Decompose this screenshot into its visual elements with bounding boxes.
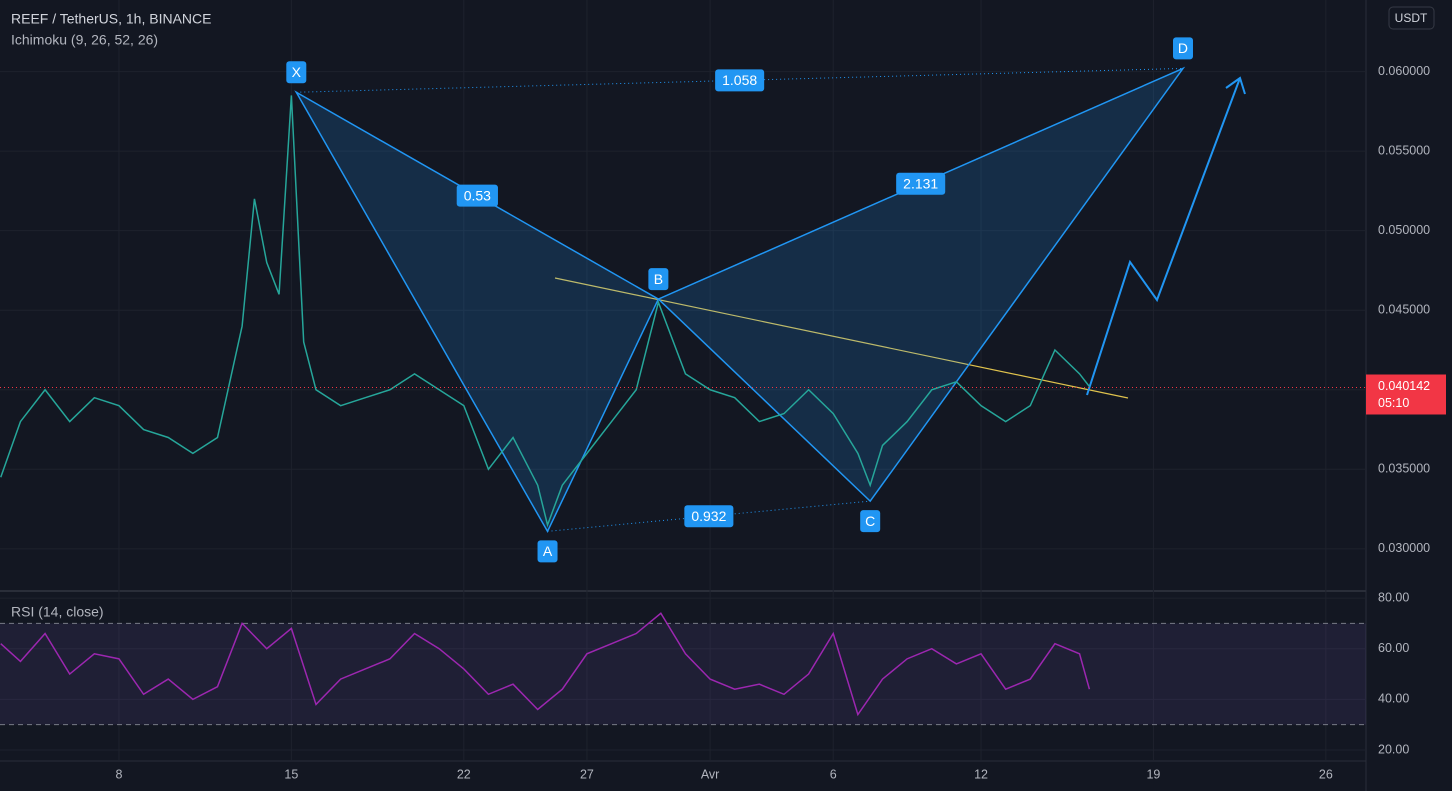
point-label: C [865,513,875,529]
rsi-title: RSI (14, close) [11,604,104,620]
rsi-pane [0,612,1366,726]
y-tick-label: 80.00 [1378,590,1409,604]
price-line [0,95,1090,528]
x-tick-label: 19 [1146,767,1160,781]
y-tick-label: 60.00 [1378,641,1409,655]
point-badge [860,510,881,533]
countdown: 05:10 [1378,396,1409,410]
x-tick-label: 22 [457,767,471,781]
point-label: D [1178,40,1188,56]
currency-badge[interactable] [1388,6,1435,30]
main-pane: 0.53 1.058 2.131 0.932 X A B C D [0,37,1366,563]
current-price-badge [1366,374,1446,415]
x-tick-label: 12 [974,767,988,781]
chart-title: REEF / TetherUS, 1h, BINANCE [11,11,211,27]
indicator-label: Ichimoku (9, 26, 52, 26) [11,32,158,48]
ratio-badge [684,505,734,528]
x-tick-label: 26 [1319,767,1333,781]
y-tick-label: 0.035000 [1378,462,1430,476]
trend-line [554,277,1129,399]
axes: 8152227Avr61219260.0300000.0350000.04000… [115,64,1446,781]
ratio-label: 2.131 [903,175,938,191]
point-label: B [654,271,663,287]
point-badge [1172,37,1193,60]
point-badge [648,268,669,291]
x-tick-label: 15 [284,767,298,781]
currency: USDT [1395,11,1428,25]
x-tick-label: Avr [701,767,720,781]
ratio-badge [715,69,765,92]
ratio-label: 0.53 [464,187,491,203]
y-tick-label: 20.00 [1378,742,1409,756]
point-label: A [543,543,553,559]
price-line [0,612,1091,717]
x-tick-label: 6 [830,767,837,781]
ratio-badge [456,184,498,207]
point-badge [537,540,558,563]
ratio-label: 0.932 [691,508,726,524]
y-tick-label: 0.060000 [1378,64,1430,78]
projection-arrow [1086,76,1246,396]
y-tick-label: 40.00 [1378,692,1409,706]
y-tick-label: 0.050000 [1378,223,1430,237]
x-tick-label: 8 [115,767,122,781]
y-tick-label: 0.030000 [1378,541,1430,555]
y-tick-label: 0.045000 [1378,303,1430,317]
point-badge [286,61,307,84]
current-price-label: 0.040142 [1378,379,1430,393]
ratio-badge [896,172,946,195]
rsi-band [0,623,1366,725]
ratio-label: 1.058 [722,72,757,88]
x-tick-label: 27 [580,767,594,781]
point-label: X [292,64,302,80]
y-tick-label: 0.055000 [1378,143,1430,157]
